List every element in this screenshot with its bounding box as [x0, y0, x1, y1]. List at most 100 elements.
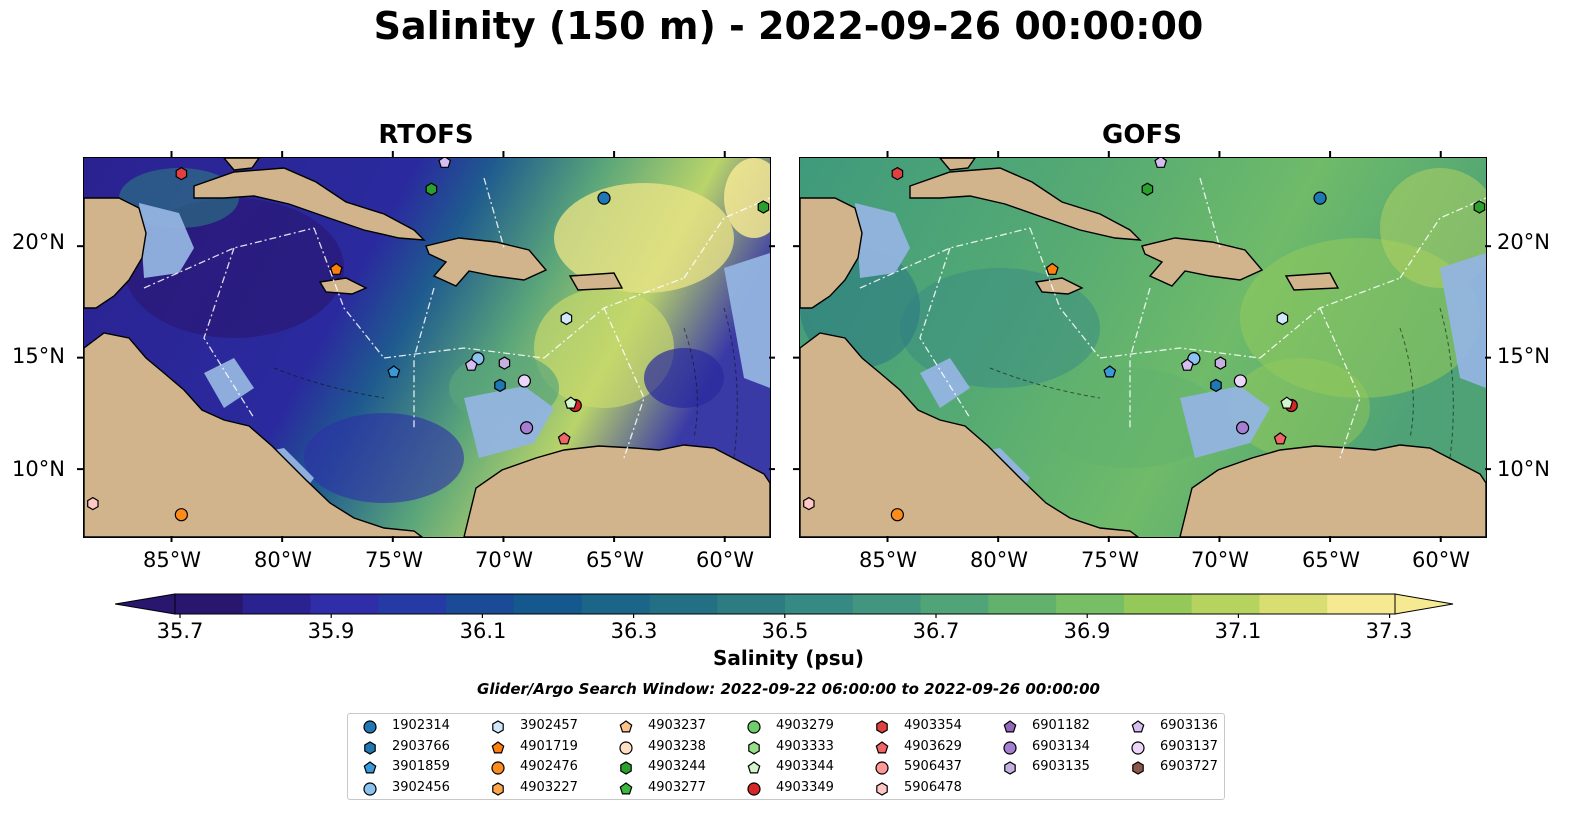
legend-marker	[492, 781, 504, 796]
legend-marker-icon	[747, 781, 761, 796]
legend-marker	[1003, 720, 1017, 733]
search-window-caption: Glider/Argo Search Window: 2022-09-22 06…	[477, 680, 1100, 698]
platform-marker	[1313, 191, 1327, 205]
platform-marker	[87, 496, 99, 511]
colorbar-extend-high	[1394, 593, 1454, 615]
platform-marker	[494, 378, 506, 393]
platform-marker	[1141, 182, 1154, 196]
platform-marker	[438, 158, 452, 168]
legend-marker-icon	[619, 781, 633, 794]
colorbar-tick-label: 36.5	[761, 619, 809, 643]
colorbar-tick-label: 37.1	[1214, 619, 1262, 643]
map-panel-gofs	[799, 157, 1487, 538]
salinity-patch	[554, 183, 734, 293]
platform-marker	[560, 311, 573, 326]
salinity-patch	[304, 413, 464, 503]
colorbar-segment	[1056, 594, 1125, 614]
land-mass	[318, 277, 368, 295]
panel-title-rtofs: RTOFS	[378, 120, 474, 150]
land-mass	[800, 332, 1140, 537]
bathymetry-contour	[989, 367, 1101, 399]
colorbar-tick-label: 37.3	[1365, 619, 1413, 643]
platform-marker	[1045, 262, 1059, 275]
legend-marker-icon	[1004, 761, 1016, 775]
eez-boundary	[313, 227, 385, 359]
legend-label: 5906437	[904, 759, 962, 774]
salinity-patch	[1230, 358, 1370, 458]
legend-marker	[1004, 761, 1016, 775]
salinity-patch	[1380, 168, 1486, 288]
lon-tick-label: 85°W	[859, 548, 917, 572]
eez-boundary	[603, 307, 645, 459]
platform-legend: 1902314 2903766 3901859 3902456 3902457 49017…	[347, 713, 1225, 800]
legend-marker	[1131, 740, 1145, 755]
lat-tick-label: 10°N	[1497, 457, 1550, 481]
legend-label: 3902457	[520, 718, 578, 733]
colorbar-segment	[1259, 594, 1328, 614]
figure-title: Salinity (150 m) - 2022-09-26 00:00:00	[373, 4, 1204, 48]
lon-tick-label: 80°W	[970, 548, 1028, 572]
legend-marker-icon	[1131, 740, 1145, 755]
platform-marker	[597, 191, 611, 205]
shelf-area	[1180, 386, 1270, 458]
shelf-area	[920, 358, 970, 408]
shelf-area	[464, 386, 554, 458]
land-mass	[1034, 277, 1084, 295]
legend-marker-icon	[620, 761, 632, 775]
legend-marker	[364, 740, 376, 755]
map-panel-rtofs	[83, 157, 771, 538]
salinity-patch	[1040, 368, 1220, 468]
shelf-area	[855, 203, 910, 278]
shelf-area	[1440, 253, 1486, 388]
colorbar-tick-label: 36.3	[610, 619, 658, 643]
platform-marker	[175, 166, 188, 181]
legend-marker	[875, 740, 889, 753]
land-mass	[84, 332, 424, 537]
colorbar-segment	[310, 594, 379, 614]
land-mass	[223, 158, 260, 171]
colorbar-segment	[581, 594, 650, 614]
legend-label: 4903344	[776, 759, 834, 774]
salinity-patch	[644, 348, 724, 408]
lat-tick-label: 15°N	[1497, 344, 1550, 368]
salinity-map-gofs	[800, 158, 1486, 537]
legend-marker	[876, 781, 888, 796]
colorbar-segment	[1191, 594, 1260, 614]
legend-marker-icon	[619, 720, 633, 733]
bathymetry-contour	[1439, 307, 1454, 459]
legend-marker-icon	[491, 740, 505, 753]
eez-boundary	[919, 247, 971, 419]
platform-marker	[757, 200, 770, 214]
colorbar-segment	[852, 594, 922, 614]
legend-label: 4903349	[776, 779, 834, 795]
colorbar-tick-label: 36.1	[459, 619, 507, 643]
legend-label: 4903354	[904, 718, 962, 733]
bathymetry-contour	[723, 307, 738, 459]
land-mass	[463, 444, 770, 537]
colorbar-segment	[988, 594, 1057, 614]
land-mass	[1179, 444, 1486, 537]
platform-marker	[1233, 374, 1247, 388]
platform-marker	[464, 358, 478, 371]
lat-tick-label: 20°N	[12, 230, 65, 254]
lon-tick-label: 65°W	[586, 548, 644, 572]
eez-boundary	[1099, 347, 1261, 359]
land-mass	[909, 167, 1142, 241]
platform-marker	[1210, 378, 1222, 393]
legend-marker	[875, 761, 889, 775]
shelf-area	[724, 253, 770, 388]
eez-boundary	[1399, 197, 1486, 279]
platform-marker	[498, 356, 511, 370]
legend-marker	[619, 720, 633, 733]
salinity-map-rtofs	[84, 158, 770, 537]
legend-marker-icon	[876, 781, 888, 796]
legend-label: 6903134	[1032, 738, 1090, 754]
lon-tick-label: 60°W	[696, 548, 754, 572]
colorbar-tick-label: 36.7	[912, 619, 960, 643]
platform-marker	[174, 508, 188, 522]
colorbar-segment	[920, 594, 989, 614]
legend-label: 4903277	[648, 779, 706, 795]
legend-marker	[363, 781, 377, 796]
lon-tick-label: 85°W	[143, 548, 201, 572]
platform-marker	[891, 166, 904, 181]
